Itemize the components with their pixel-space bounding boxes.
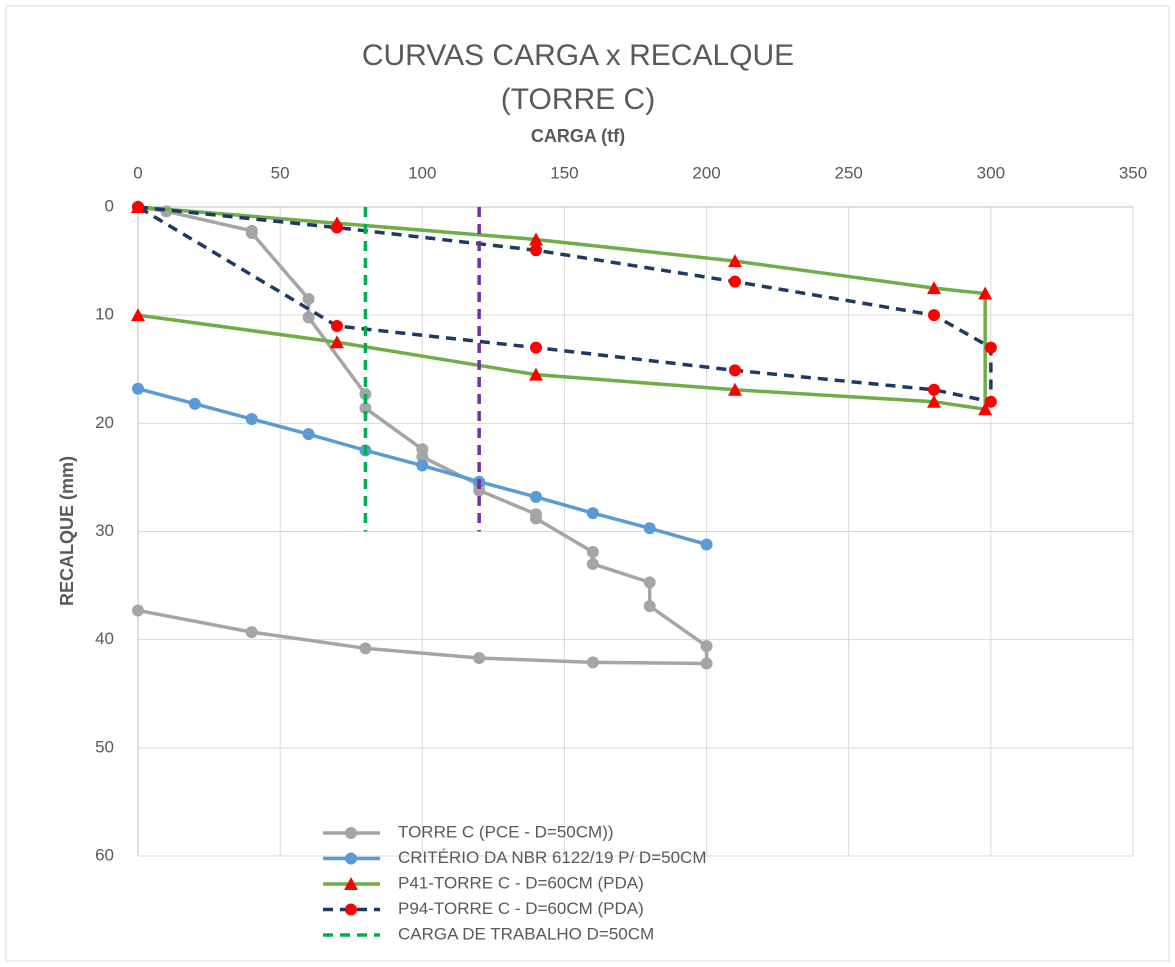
marker [530,490,542,503]
legend-marker [345,827,357,839]
marker [132,201,144,213]
marker [586,507,599,520]
x-tick-label: 100 [408,163,436,182]
legend-label: P94-TORRE C - D=60CM (PDA) [398,899,644,918]
y-tick-label: 0 [105,196,114,215]
marker [245,226,258,239]
marker [530,341,542,354]
marker [586,656,599,669]
marker [302,292,315,305]
marker [928,383,940,396]
marker [729,364,741,377]
marker [927,281,941,295]
series-line [137,205,987,412]
marker [643,576,656,589]
marker [416,459,429,472]
legend-marker [345,852,357,865]
legend-label: P41-TORRE C - D=60CM (PDA) [398,873,644,892]
y-tick-label: 30 [95,521,114,540]
legend-label: CRITÉRIO DA NBR 6122/19 P/ D=50CM [398,848,706,867]
marker [643,522,656,535]
marker [928,309,940,322]
marker [643,600,656,613]
marker [700,538,713,551]
marker [529,367,543,381]
y-tick-label: 20 [95,413,114,432]
marker [729,275,741,288]
marker [586,546,599,559]
series-line [137,205,993,404]
x-tick-label: 300 [977,163,1005,182]
marker [359,642,372,655]
marker [473,652,486,665]
legend-label: TORRE C (PCE - D=50CM)) [398,822,614,841]
marker [728,382,742,396]
x-tick-label: 50 [271,163,290,182]
marker [728,254,742,268]
marker [530,244,542,257]
y-tick-label: 60 [95,845,114,864]
legend-entry: TORRE C (PCE - D=50CM)) [323,822,614,841]
marker [416,450,429,463]
x-axis-label: CARGA (tf) [531,126,625,146]
marker [700,640,713,653]
marker [586,557,599,570]
marker [188,397,201,410]
marker [473,484,486,497]
marker [132,604,144,617]
y-axis-label: RECALQUE (mm) [57,456,77,606]
marker [132,382,144,395]
marker [978,402,993,416]
marker [530,512,542,525]
marker [245,413,258,426]
marker [331,221,343,234]
marker [978,286,993,300]
marker [529,232,543,246]
marker [302,428,315,441]
marker [331,319,343,332]
chart-title: CURVAS CARGA x RECALQUE [362,39,794,72]
marker [984,395,997,408]
legend-entry: CARGA DE TRABALHO D=50CM [323,924,654,943]
x-tick-label: 150 [550,163,578,182]
marker [700,657,713,670]
chart-subtitle: (TORRE C) [501,83,655,116]
legend-entry: P94-TORRE C - D=60CM (PDA) [323,899,644,918]
marker [302,311,315,324]
marker [359,402,372,415]
y-tick-label: 50 [95,737,114,756]
marker [245,626,258,639]
x-tick-label: 250 [835,163,863,182]
chart-frame [5,5,1170,962]
legend-entry: CRITÉRIO DA NBR 6122/19 P/ D=50CM [323,848,706,867]
y-tick-label: 10 [95,305,114,324]
x-tick-label: 200 [692,163,720,182]
marker [131,308,145,322]
marker [984,341,997,354]
legend-label: CARGA DE TRABALHO D=50CM [398,924,654,943]
legend-marker [344,877,358,890]
x-tick-label: 350 [1119,163,1147,182]
legend-entry: P41-TORRE C - D=60CM (PDA) [323,873,644,892]
marker [927,394,941,408]
legend-marker [345,903,357,916]
y-tick-label: 40 [95,629,114,648]
marker [330,335,344,349]
x-tick-label: 0 [133,163,142,182]
